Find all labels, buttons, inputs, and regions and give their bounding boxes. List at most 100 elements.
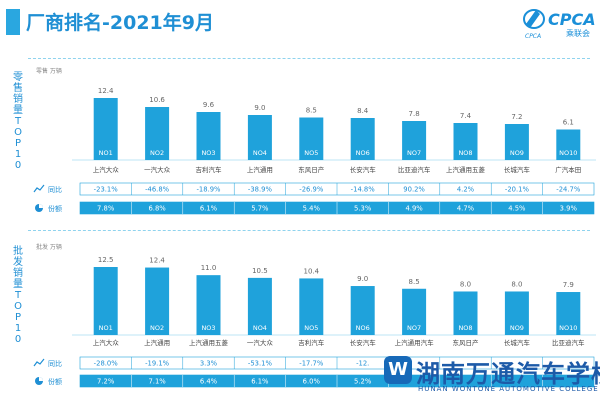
wholesale-units-label: 批发 万辆 (36, 244, 62, 251)
divider-middle (28, 230, 590, 231)
retail-manufacturer-label: 东风日产 (298, 165, 325, 174)
retail-rank-label: NO2 (150, 149, 164, 157)
wholesale-cell-value: 6.0% (303, 378, 321, 386)
retail-row-label: 份额 (48, 204, 62, 213)
retail-rank-label: NO6 (356, 149, 370, 157)
wholesale-rank-label: NO7 (407, 324, 421, 332)
wholesale-rank-label: NO2 (150, 324, 164, 332)
wholesale-bar (556, 292, 581, 335)
page-header: 厂商排名-2021年9月 CPCA 乘联会 CPCA (0, 0, 600, 42)
wholesale-rank-label: NO10 (559, 324, 577, 332)
school-watermark: W 湖南万通汽车学校 HUNAN WONTONE AUTOMOTIVE COLL… (384, 352, 600, 400)
retail-manufacturer-label: 上汽大众 (93, 165, 120, 174)
wholesale-bar (145, 267, 170, 335)
wholesale-value-label: 8.0 (511, 280, 522, 288)
retail-rank-label: NO4 (253, 149, 267, 157)
retail-value-label: 12.4 (98, 87, 114, 95)
retail-bar (350, 118, 375, 160)
wholesale-value-label: 8.0 (460, 280, 471, 288)
wholesale-cell-value: 5.2% (354, 378, 372, 386)
retail-cell-value: 4.9% (405, 205, 423, 213)
retail-cell-value: 4.5% (508, 205, 526, 213)
retail-rank-label: NO7 (407, 149, 421, 157)
retail-manufacturer-label: 上汽通用 (247, 165, 273, 174)
retail-value-label: 10.6 (149, 96, 165, 104)
retail-bar (504, 124, 529, 160)
retail-cell-value: 90.2% (403, 186, 425, 194)
retail-rank-label: NO5 (304, 149, 318, 157)
wholesale-manufacturer-label: 上汽通用汽车 (395, 338, 435, 347)
wholesale-bar (504, 291, 529, 335)
retail-rank-label: NO8 (458, 149, 472, 157)
wholesale-row-label: 份额 (48, 377, 62, 386)
wholesale-value-label: 12.4 (149, 257, 165, 265)
retail-cell-value: 5.3% (354, 205, 372, 213)
wholesale-value-label: 12.5 (98, 256, 114, 264)
logo-abbreviation: CPCA (525, 33, 542, 40)
wholesale-rank-label: NO3 (201, 324, 215, 332)
wholesale-manufacturer-label: 比亚迪汽车 (552, 338, 585, 347)
page-title: 厂商排名-2021年9月 (26, 12, 214, 34)
wholesale-cell-value: 7.1% (148, 378, 166, 386)
retail-manufacturer-label: 上汽通用五菱 (446, 165, 486, 174)
trend-icon (33, 184, 45, 193)
wholesale-cell-value: -28.0% (94, 360, 119, 368)
retail-bar (196, 112, 221, 160)
retail-rank-label: NO10 (559, 149, 577, 157)
wholesale-cell-value: 6.1% (251, 378, 269, 386)
wholesale-manufacturer-label: 长城汽车 (504, 338, 531, 347)
wholesale-rank-label: NO8 (458, 324, 472, 332)
wholesale-value-label: 7.9 (563, 281, 574, 289)
wholesale-value-label: 10.5 (252, 267, 268, 275)
divider-top (28, 58, 590, 59)
retail-value-label: 7.2 (511, 113, 522, 121)
wholesale-cell-value: 6.4% (200, 378, 218, 386)
wholesale-bar (453, 291, 478, 335)
logo-name: CPCA (548, 10, 596, 29)
retail-rank-label: NO9 (510, 149, 524, 157)
trend-icon (33, 358, 45, 367)
wholesale-row-label: 同比 (48, 359, 62, 368)
retail-cell-value: 5.7% (251, 205, 269, 213)
wholesale-cell-value: 3.3% (200, 360, 218, 368)
retail-cell-value: -38.9% (248, 186, 273, 194)
wholesale-value-label: 11.0 (201, 264, 217, 272)
retail-cell-value: 6.1% (200, 205, 218, 213)
retail-value-label: 8.4 (357, 107, 369, 115)
wholesale-manufacturer-label: 东风日产 (453, 338, 480, 347)
watermark-logo-icon: W (384, 356, 412, 384)
retail-cell-value: 6.8% (148, 205, 166, 213)
retail-cell-value: -26.9% (299, 186, 324, 194)
retail-bar (556, 129, 581, 160)
retail-rank-label: NO3 (201, 149, 215, 157)
wholesale-manufacturer-label: 吉利汽车 (298, 338, 325, 347)
retail-value-label: 6.1 (563, 119, 574, 127)
wholesale-value-label: 10.4 (304, 267, 320, 275)
retail-manufacturer-label: 吉利汽车 (196, 165, 223, 174)
wholesale-value-label: 9.0 (357, 275, 368, 283)
retail-cell-value: -24.7% (556, 186, 581, 194)
retail-bar (93, 98, 118, 160)
wholesale-rank-label: NO5 (304, 324, 318, 332)
wholesale-cell-value: 7.2% (97, 378, 115, 386)
wholesale-rank-label: NO4 (253, 324, 267, 332)
wholesale-rank-label: NO9 (510, 324, 524, 332)
wholesale-cell-value: -19.1% (145, 360, 170, 368)
retail-value-label: 7.8 (409, 110, 420, 118)
retail-manufacturer-label: 长城汽车 (504, 165, 531, 174)
retail-value-label: 9.0 (254, 104, 265, 112)
wholesale-bar (247, 277, 272, 335)
retail-value-label: 8.5 (306, 107, 317, 115)
wholesale-manufacturer-label: 长安汽车 (350, 338, 377, 347)
wholesale-value-label: 8.5 (409, 278, 420, 286)
retail-bar (453, 123, 478, 160)
wholesale-rank-label: NO1 (99, 324, 113, 332)
retail-cell-value: 4.7% (457, 205, 475, 213)
pie-icon-slice (39, 204, 43, 208)
retail-cell-value: -14.8% (351, 186, 376, 194)
retail-value-label: 9.6 (203, 101, 215, 109)
retail-bar (247, 115, 272, 160)
cpca-logo: CPCA 乘联会 CPCA (522, 6, 596, 40)
retail-value-label: 7.4 (460, 112, 472, 120)
